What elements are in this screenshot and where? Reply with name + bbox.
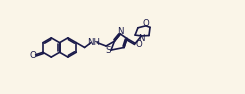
Text: NH: NH [87, 38, 100, 47]
Text: O: O [143, 19, 149, 28]
Text: N: N [138, 34, 144, 43]
Text: O: O [135, 40, 142, 49]
Text: O: O [29, 51, 36, 60]
Text: S: S [106, 46, 111, 55]
Text: N: N [118, 27, 124, 36]
